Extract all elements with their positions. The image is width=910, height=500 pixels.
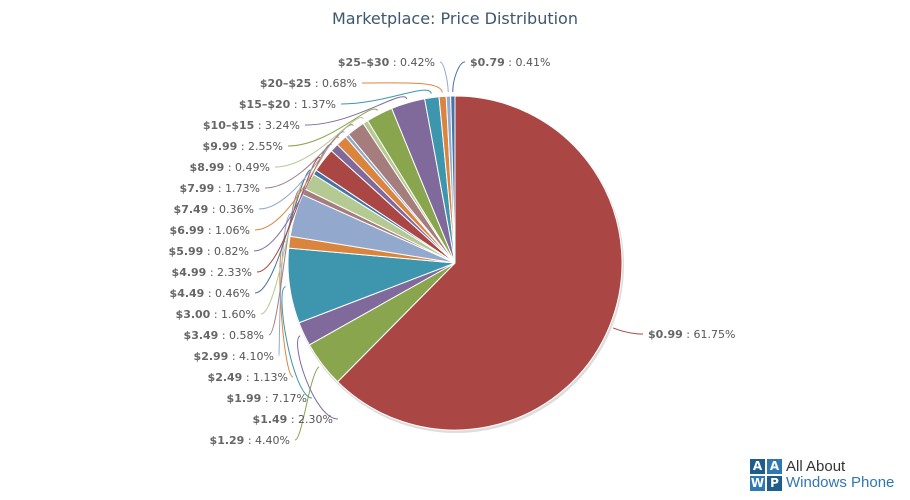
label-connector <box>439 61 449 93</box>
slice-value: : 0.41% <box>505 56 551 69</box>
slice-name: $8.99 <box>190 161 225 174</box>
slice-name: $6.99 <box>170 224 205 237</box>
slice-label: $3.49 : 0.58% <box>184 329 264 342</box>
logo: A A W P All About Windows Phone <box>750 459 894 491</box>
logo-tile: W <box>750 476 765 491</box>
slice-value: : 7.17% <box>261 392 307 405</box>
logo-tile: A <box>750 459 765 474</box>
slice-name: $3.00 <box>176 308 211 321</box>
slice-name: $0.79 <box>470 56 505 69</box>
slice-value: : 0.46% <box>204 287 250 300</box>
slice-value: : 1.13% <box>242 371 288 384</box>
slice-value: : 0.82% <box>203 245 249 258</box>
label-connector <box>260 179 307 315</box>
slice-name: $4.99 <box>172 266 207 279</box>
slice-label: $7.49 : 0.36% <box>174 203 254 216</box>
slice-name: $25–$30 <box>338 56 390 69</box>
slice-label: $4.49 : 0.46% <box>170 287 250 300</box>
slice-value: : 4.40% <box>244 434 290 447</box>
slice-name: $20–$25 <box>260 77 311 90</box>
label-connector <box>256 157 321 273</box>
slice-value: : 0.42% <box>389 56 435 69</box>
slice-name: $15–$20 <box>239 98 291 111</box>
slice-label: $5.99 : 0.82% <box>169 245 249 258</box>
slice-name: $9.99 <box>203 140 238 153</box>
slice-name: $7.99 <box>180 182 215 195</box>
slice-name: $1.49 <box>253 413 288 426</box>
slice-label: $15–$20 : 1.37% <box>239 98 336 111</box>
slice-label: $0.99 : 61.75% <box>648 328 735 341</box>
label-connector <box>612 327 644 335</box>
slice-name: $7.49 <box>174 203 209 216</box>
slice-value: : 1.37% <box>290 98 336 111</box>
slice-name: $4.49 <box>170 287 205 300</box>
slice-name: $10–$15 <box>203 119 254 132</box>
logo-line2: Windows Phone <box>786 474 895 491</box>
slice-value: : 3.24% <box>254 119 300 132</box>
slice-name: $3.49 <box>184 329 219 342</box>
label-connector <box>340 89 432 105</box>
slice-value: : 0.49% <box>224 161 270 174</box>
pie-slice[interactable] <box>450 95 456 264</box>
slice-name: $0.99 <box>648 328 683 341</box>
label-connector <box>294 366 320 441</box>
slice-value: : 1.60% <box>210 308 256 321</box>
logo-tile: P <box>767 476 782 491</box>
slice-name: $2.99 <box>194 350 229 363</box>
slice-label: $9.99 : 2.55% <box>203 140 283 153</box>
slice-name: $1.29 <box>210 434 245 447</box>
logo-line1: All About <box>786 458 846 475</box>
slice-label: $3.00 : 1.60% <box>176 308 256 321</box>
slice-value: : 2.33% <box>206 266 252 279</box>
slice-value: : 1.06% <box>204 224 250 237</box>
slice-label: $10–$15 : 3.24% <box>203 119 300 132</box>
slice-name: $5.99 <box>169 245 204 258</box>
chart-title: Marketplace: Price Distribution <box>332 9 578 28</box>
slice-name: $1.99 <box>227 392 262 405</box>
pie-slice[interactable] <box>336 95 623 431</box>
slice-label: $0.79 : 0.41% <box>470 56 550 69</box>
label-connector <box>452 61 466 93</box>
slice-label: $25–$30 : 0.42% <box>338 56 435 69</box>
slice-label: $2.99 : 4.10% <box>194 350 274 363</box>
slice-name: $2.49 <box>208 371 243 384</box>
slice-label: $7.99 : 1.73% <box>180 182 260 195</box>
slice-label: $8.99 : 0.49% <box>190 161 270 174</box>
logo-tile: A <box>767 459 782 474</box>
label-connector <box>361 82 443 93</box>
slice-label: $4.99 : 2.33% <box>172 266 252 279</box>
slice-value: : 1.73% <box>214 182 260 195</box>
label-connector <box>274 116 364 168</box>
slice-label: $1.99 : 7.17% <box>227 392 307 405</box>
slice-label: $2.49 : 1.13% <box>208 371 288 384</box>
slice-label: $1.49 : 2.30% <box>253 413 333 426</box>
slice-value: : 0.36% <box>208 203 254 216</box>
slice-value: : 0.68% <box>311 77 357 90</box>
slice-value: : 2.30% <box>287 413 333 426</box>
label-connector <box>268 189 301 336</box>
slice-label: $6.99 : 1.06% <box>170 224 250 237</box>
slice-label: $1.29 : 4.40% <box>210 434 290 447</box>
slice-label: $20–$25 : 0.68% <box>260 77 357 90</box>
label-connector <box>304 96 408 126</box>
label-connector <box>297 335 339 420</box>
label-connector <box>264 124 354 189</box>
slice-value: : 0.58% <box>218 329 264 342</box>
slice-value: : 4.10% <box>228 350 274 363</box>
label-connector <box>287 108 379 147</box>
slice-value: : 61.75% <box>683 328 736 341</box>
slice-value: : 2.55% <box>237 140 283 153</box>
label-connector <box>281 286 313 399</box>
